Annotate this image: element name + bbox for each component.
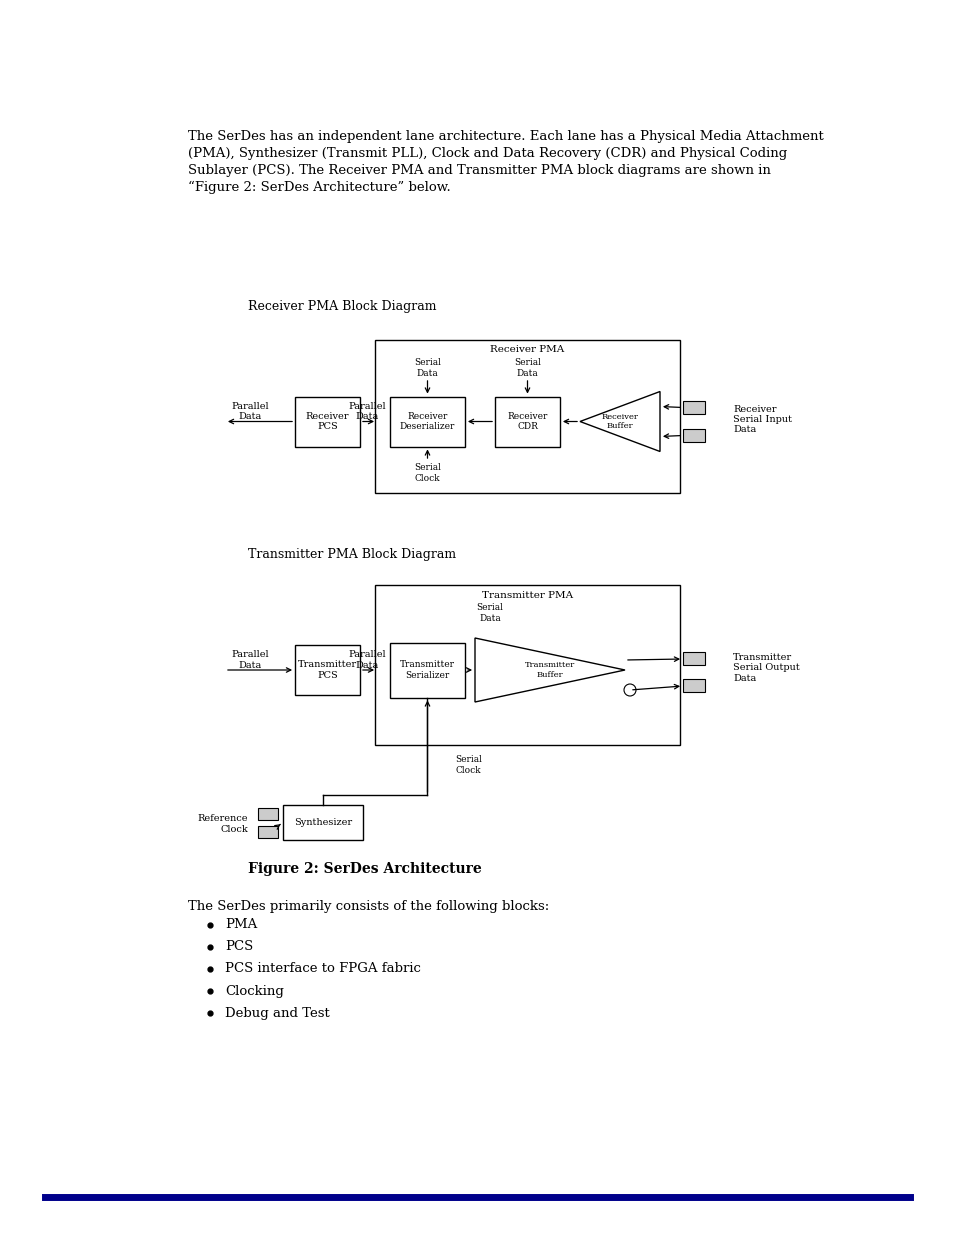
Text: PCS interface to FPGA fabric: PCS interface to FPGA fabric	[225, 962, 420, 976]
Text: Receiver
CDR: Receiver CDR	[507, 411, 547, 431]
Text: The SerDes has an independent lane architecture. Each lane has a Physical Media : The SerDes has an independent lane archi…	[188, 130, 822, 194]
Bar	[682, 400, 704, 414]
Bar	[283, 805, 363, 840]
Text: Figure 2: SerDes Architecture: Figure 2: SerDes Architecture	[248, 862, 481, 876]
Text: Transmitter PMA: Transmitter PMA	[481, 590, 573, 599]
Text: Receiver
Deserializer: Receiver Deserializer	[399, 411, 455, 431]
Text: Receiver
Serial Input
Data: Receiver Serial Input Data	[732, 405, 791, 435]
Text: Receiver PMA Block Diagram: Receiver PMA Block Diagram	[248, 300, 436, 312]
Text: Transmitter PMA Block Diagram: Transmitter PMA Block Diagram	[248, 548, 456, 561]
Bar	[682, 652, 704, 664]
Text: Serial
Data: Serial Data	[414, 358, 440, 378]
Text: PMA: PMA	[225, 919, 257, 931]
Text: Receiver PMA: Receiver PMA	[490, 346, 564, 354]
Text: Parallel
Data: Parallel Data	[231, 651, 269, 669]
Text: Serial
Clock: Serial Clock	[414, 463, 440, 483]
Bar	[294, 645, 359, 695]
Text: Transmitter
PCS: Transmitter PCS	[297, 661, 356, 679]
Polygon shape	[579, 391, 659, 452]
Text: Serial
Data: Serial Data	[476, 604, 503, 622]
Text: Parallel
Data: Parallel Data	[231, 401, 269, 421]
Text: The SerDes primarily consists of the following blocks:: The SerDes primarily consists of the fol…	[188, 900, 549, 913]
Bar	[495, 396, 559, 447]
Text: Debug and Test: Debug and Test	[225, 1007, 330, 1020]
Bar	[294, 396, 359, 447]
Bar	[375, 340, 679, 493]
Text: Clocking: Clocking	[225, 984, 284, 998]
Bar	[257, 826, 277, 839]
Text: Reference
Clock: Reference Clock	[197, 814, 248, 834]
Bar	[257, 808, 277, 820]
Bar	[390, 396, 464, 447]
Text: Parallel
Data: Parallel Data	[348, 401, 385, 421]
Text: Transmitter
Serializer: Transmitter Serializer	[399, 661, 455, 679]
Text: Serial
Data: Serial Data	[514, 358, 540, 378]
Text: Receiver
Buffer: Receiver Buffer	[601, 412, 638, 430]
Bar	[390, 642, 464, 698]
Bar	[682, 429, 704, 441]
Text: Parallel
Data: Parallel Data	[348, 651, 385, 669]
Bar	[375, 585, 679, 745]
Circle shape	[623, 684, 636, 697]
Text: Transmitter
Buffer: Transmitter Buffer	[524, 662, 575, 678]
Text: Serial
Clock: Serial Clock	[455, 756, 482, 774]
Polygon shape	[475, 638, 624, 701]
Text: Synthesizer: Synthesizer	[294, 818, 352, 827]
Text: Receiver
PCS: Receiver PCS	[305, 411, 349, 431]
Text: Transmitter
Serial Output
Data: Transmitter Serial Output Data	[732, 653, 799, 683]
Text: PCS: PCS	[225, 941, 253, 953]
Bar	[682, 679, 704, 692]
